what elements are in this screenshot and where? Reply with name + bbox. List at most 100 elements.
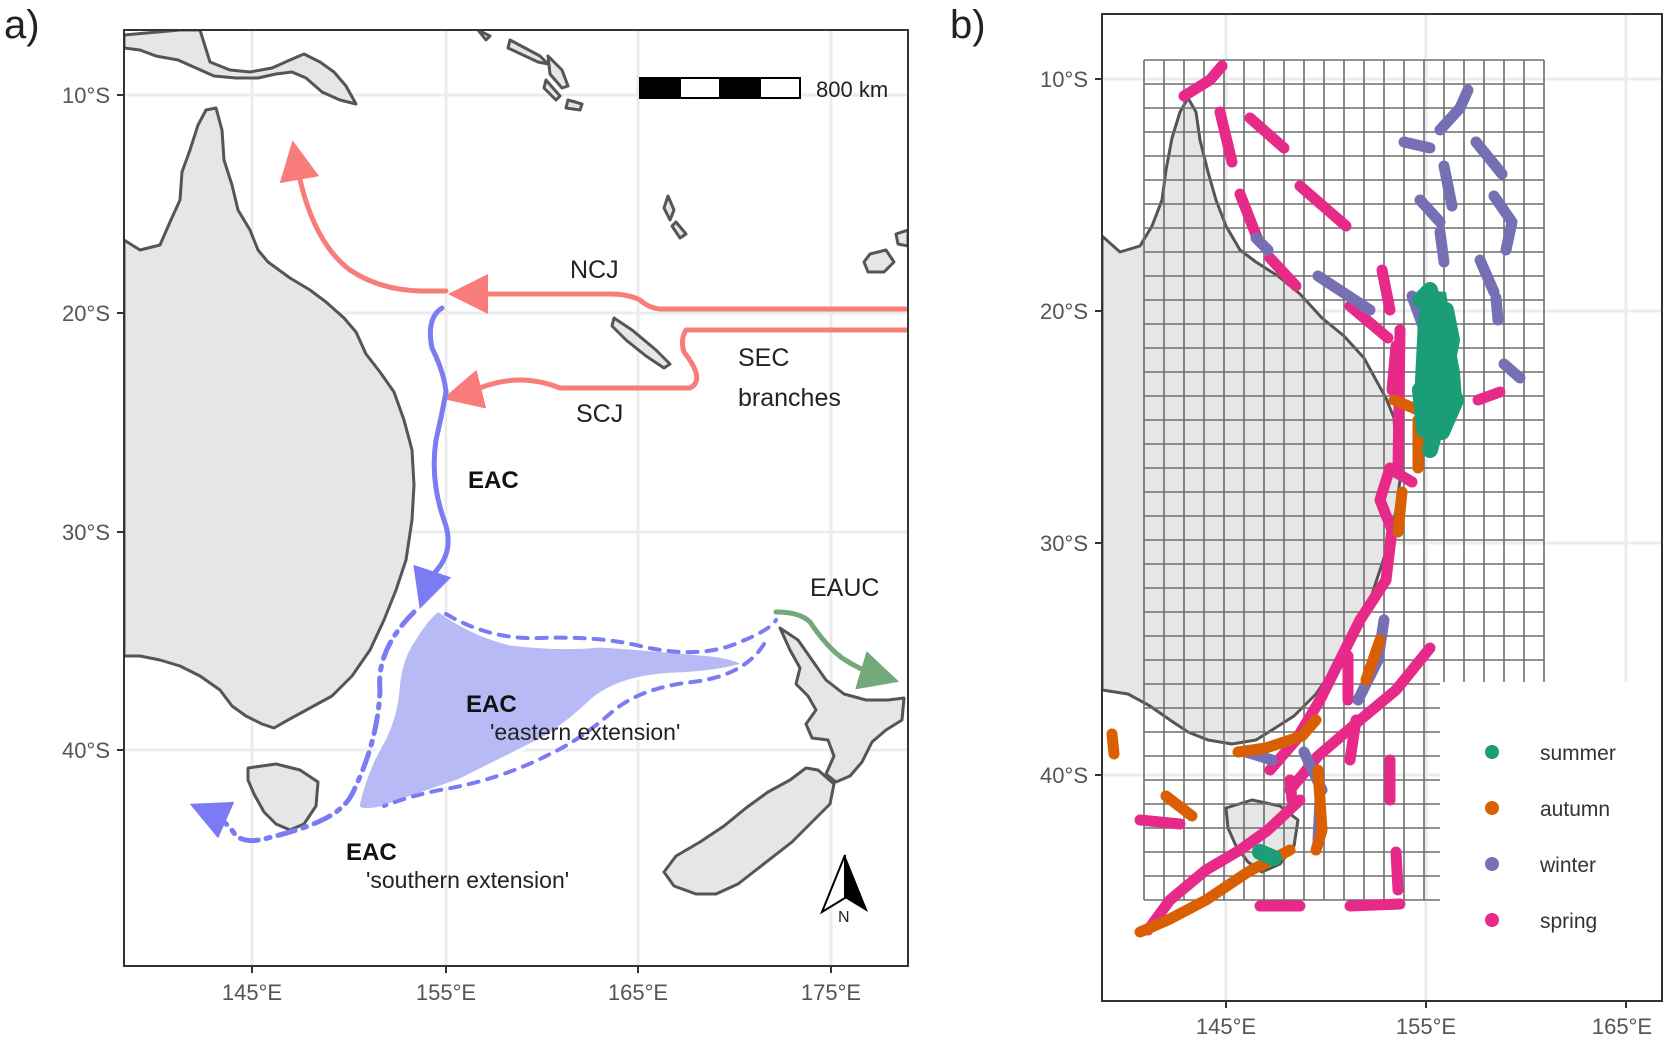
north-arrow-label: N (838, 909, 850, 926)
panel-a-lat-tick-1: 20°S (62, 301, 110, 326)
autumn-track (1160, 790, 1198, 822)
panel-a-label: a) (4, 3, 40, 47)
vanuatu-island-1 (662, 194, 676, 222)
panel-a: a) (4, 3, 909, 1005)
sec-current-arrows (279, 140, 908, 409)
eac-main-path (413, 305, 452, 609)
winter-track (1434, 226, 1450, 268)
autumn-track (1232, 714, 1322, 758)
scj-path (442, 327, 908, 409)
australia-landmass-b (1102, 96, 1402, 746)
panel-b-lon-tick-2: 165°E (1592, 1014, 1652, 1039)
panel-a-lon-tick-1: 155°E (416, 980, 476, 1005)
winter-track (1250, 232, 1274, 256)
panel-a-lat-tick-2: 30°S (62, 520, 110, 545)
panel-b-axes (1095, 78, 1627, 1008)
spring-track (1472, 386, 1506, 406)
new-caledonia-island (610, 316, 672, 370)
island-3 (542, 78, 562, 102)
panel-b-label: b) (950, 3, 986, 47)
winter-track (1312, 270, 1376, 316)
panel-b-lat-tick-3: 40°S (1040, 763, 1088, 788)
nz-south-island (662, 766, 836, 896)
panel-a-lon-tick-3: 175°E (801, 980, 861, 1005)
season-legend: summer autumn winter spring (1485, 742, 1616, 933)
panel-b-lon-tick-1: 155°E (1396, 1014, 1456, 1039)
winter-track (1434, 84, 1474, 136)
panel-a-frame (123, 29, 909, 967)
eac-eastern-label: EAC (466, 691, 517, 718)
spring-track (1386, 464, 1418, 488)
legend-swatch-autumn (1485, 801, 1499, 815)
fiji-island-2 (894, 228, 908, 248)
legend-label-spring: spring (1540, 910, 1597, 933)
eauc-label: EAUC (810, 574, 879, 602)
panel-b-frame (1101, 13, 1663, 1002)
winter-track (1474, 254, 1500, 298)
winter-track (1498, 358, 1526, 384)
spring-track (1294, 180, 1352, 232)
ncj-to-north-path (279, 140, 449, 294)
spring-track (1344, 898, 1406, 912)
summer-track (1252, 844, 1282, 866)
sec-label-line2: branches (738, 384, 841, 412)
eastern-extension-label: 'eastern extension' (490, 719, 680, 745)
island-2 (546, 54, 570, 90)
winter-track (1398, 136, 1436, 154)
panel-a-lat-tick-0: 10°S (62, 83, 110, 108)
winter-track (1470, 136, 1508, 180)
spring-track (1390, 846, 1404, 896)
panel-b-lat-tick-0: 10°S (1040, 67, 1088, 92)
fiji-island (862, 248, 896, 274)
legend-swatch-spring (1485, 913, 1499, 927)
spring-track (1374, 462, 1398, 586)
scale-bar: 800 km (639, 77, 888, 102)
eastern-extension-area (356, 608, 748, 812)
scj-label: SCJ (576, 400, 623, 428)
winter-track (1488, 190, 1518, 256)
legend-swatch-winter (1485, 857, 1499, 871)
vanuatu-island-2 (670, 220, 688, 240)
southern-extension-label: 'southern extension' (366, 867, 569, 893)
legend-label-winter: winter (1539, 854, 1596, 877)
autumn-track (1134, 844, 1296, 938)
legend-background (1440, 682, 1662, 1001)
ncj-label: NCJ (570, 256, 619, 284)
winter-track (1490, 292, 1504, 326)
spring-track (1344, 714, 1362, 766)
spring-track (1178, 60, 1228, 102)
legend-swatch-summer (1485, 745, 1499, 759)
autumn-track (1310, 764, 1328, 856)
summer-cluster (1414, 290, 1462, 440)
panel-b: b) (950, 3, 1663, 1039)
spring-track (1234, 188, 1264, 246)
panel-b-lat-tick-2: 30°S (1040, 531, 1088, 556)
eac-southern-label: EAC (346, 839, 397, 866)
spring-track (1134, 814, 1186, 830)
spring-track (1142, 794, 1306, 936)
nz-north-island (778, 626, 906, 784)
panel-a-lon-tick-0: 145°E (222, 980, 282, 1005)
panel-b-lon-tick-0: 145°E (1196, 1014, 1256, 1039)
island-1 (506, 38, 550, 66)
eac-main-label: EAC (468, 467, 519, 494)
tasmania-island (246, 762, 320, 832)
panel-a-lat-tick-3: 40°S (62, 738, 110, 763)
winter-track (1438, 160, 1458, 212)
island-4 (564, 98, 584, 112)
spring-track (1244, 112, 1290, 154)
legend-label-summer: summer (1540, 742, 1616, 765)
southern-extension-path (189, 609, 417, 844)
north-arrow: N (819, 854, 868, 926)
island-5 (476, 30, 492, 42)
panel-a-axes (117, 94, 832, 973)
autumn-track (1360, 634, 1386, 686)
scale-bar-label: 800 km (816, 77, 888, 102)
australia-landmass (124, 106, 416, 730)
spring-track (1264, 252, 1302, 292)
panel-b-lat-tick-1: 20°S (1040, 299, 1088, 324)
legend-label-autumn: autumn (1540, 798, 1610, 821)
autumn-track (1392, 486, 1408, 538)
panel-a-lon-tick-2: 165°E (608, 980, 668, 1005)
